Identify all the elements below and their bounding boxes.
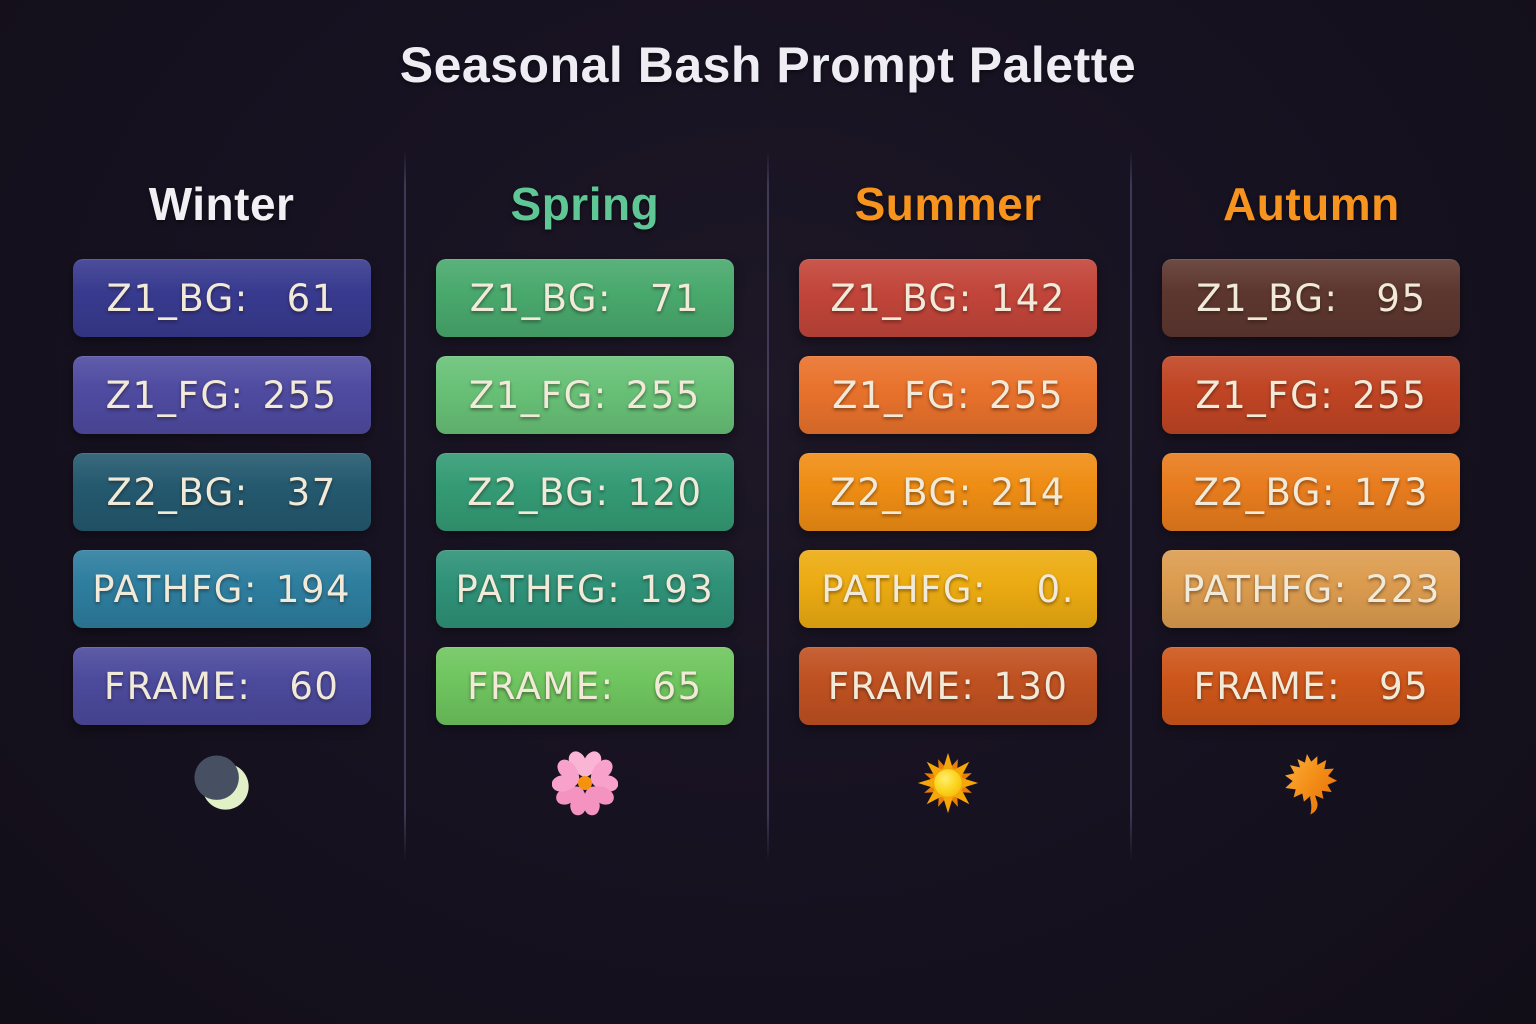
chip-list: Z1_BG: 142 Z1_FG: 255 Z2_BG: 214 PATHFG: 0. FRAM… bbox=[799, 259, 1098, 725]
chip-value: 65 bbox=[652, 664, 703, 708]
chip-autumn-pathfg: PATHFG: 223 bbox=[1162, 550, 1461, 628]
chip-spring-z1bg: Z1_BG: 71 bbox=[435, 259, 734, 337]
chip-label: FRAME: bbox=[103, 664, 252, 708]
chip-list: Z1_BG: 61 Z1_FG: 255 Z2_BG: 37 PATHFG: 194 FRAME… bbox=[72, 259, 371, 725]
season-column-summer: Summer Z1_BG: 142 Z1_FG: 255 Z2_BG: 214 PATHFG… bbox=[767, 150, 1130, 864]
cherry-blossom-icon bbox=[551, 749, 619, 817]
season-header-winter: Winter bbox=[148, 178, 295, 230]
chip-label: Z1_BG: bbox=[830, 276, 973, 320]
chip-value: 130 bbox=[993, 664, 1069, 708]
chip-value: 173 bbox=[1353, 470, 1430, 514]
page-title: Seasonal Bash Prompt Palette bbox=[399, 37, 1137, 93]
season-column-winter: Winter Z1_BG: 61 Z1_FG: 255 Z2_BG: 37 PATHFG: 1… bbox=[40, 150, 403, 864]
chip-autumn-z2bg: Z2_BG: 173 bbox=[1162, 453, 1461, 531]
chip-value: 255 bbox=[1352, 373, 1428, 417]
season-columns: Winter Z1_BG: 61 Z1_FG: 255 Z2_BG: 37 PATHFG: 1… bbox=[40, 150, 1493, 864]
chip-label: PATHFG: bbox=[821, 567, 987, 611]
chip-summer-z1bg: Z1_BG: 142 bbox=[799, 259, 1098, 337]
chip-summer-z1fg: Z1_FG: 255 bbox=[799, 356, 1098, 434]
chip-label: FRAME: bbox=[827, 664, 976, 708]
sun-icon bbox=[914, 749, 982, 817]
chip-spring-frame: FRAME: 65 bbox=[435, 647, 734, 725]
chip-summer-z2bg: Z2_BG: 214 bbox=[799, 453, 1098, 531]
chip-list: Z1_BG: 95 Z1_FG: 255 Z2_BG: 173 PATHFG: 223 FRAM… bbox=[1162, 259, 1461, 725]
chip-value: 255 bbox=[625, 373, 701, 417]
season-column-spring: Spring Z1_BG: 71 Z1_FG: 255 Z2_BG: 120 PATHFG:… bbox=[403, 150, 766, 864]
chip-label: Z1_FG: bbox=[105, 373, 245, 417]
chip-spring-z1fg: Z1_FG: 255 bbox=[435, 356, 734, 434]
season-column-autumn: Autumn Z1_BG: 95 Z1_FG: 255 Z2_BG: 173 PATHFG:… bbox=[1130, 150, 1493, 864]
chip-value: 223 bbox=[1365, 567, 1441, 611]
chip-summer-pathfg: PATHFG: 0. bbox=[799, 550, 1098, 628]
chip-value: 120 bbox=[627, 470, 703, 514]
chip-value: 194 bbox=[275, 567, 352, 611]
chip-label: FRAME: bbox=[1193, 664, 1342, 708]
chip-winter-z2bg: Z2_BG: 37 bbox=[72, 453, 371, 531]
chip-spring-z2bg: Z2_BG: 120 bbox=[435, 453, 734, 531]
chip-value: 255 bbox=[262, 373, 338, 417]
chip-value: 142 bbox=[990, 276, 1066, 320]
chip-label: Z1_FG: bbox=[1195, 373, 1335, 417]
chip-winter-frame: FRAME: 60 bbox=[72, 647, 371, 725]
chip-value: 95 bbox=[1376, 276, 1427, 320]
chip-label: Z1_BG: bbox=[469, 276, 612, 320]
chip-autumn-z1bg: Z1_BG: 95 bbox=[1162, 259, 1461, 337]
crescent-moon-icon bbox=[188, 749, 256, 817]
chip-value: 193 bbox=[639, 567, 715, 611]
chip-label: PATHFG: bbox=[455, 567, 622, 611]
chip-label: Z2_BG: bbox=[1193, 470, 1336, 514]
chip-autumn-frame: FRAME: 95 bbox=[1162, 647, 1461, 725]
chip-label: Z2_BG: bbox=[467, 470, 610, 514]
chip-value: 61 bbox=[286, 276, 337, 320]
chip-label: Z1_FG: bbox=[832, 373, 971, 417]
chip-label: FRAME: bbox=[467, 664, 615, 708]
chip-value: 37 bbox=[286, 470, 337, 514]
chip-winter-z1fg: Z1_FG: 255 bbox=[72, 356, 371, 434]
chip-label: Z1_BG: bbox=[106, 276, 249, 320]
chip-label: Z2_BG: bbox=[830, 470, 973, 514]
chip-label: Z1_FG: bbox=[468, 373, 608, 417]
chip-winter-pathfg: PATHFG: 194 bbox=[72, 550, 371, 628]
season-header-autumn: Autumn bbox=[1223, 178, 1400, 230]
column-divider bbox=[404, 150, 406, 862]
chip-winter-z1bg: Z1_BG: 61 bbox=[72, 259, 371, 337]
chip-value: 60 bbox=[289, 664, 340, 708]
column-divider bbox=[767, 150, 769, 862]
chip-value: 71 bbox=[649, 276, 700, 320]
chip-value: 255 bbox=[988, 373, 1065, 417]
chip-label: Z1_BG: bbox=[1196, 276, 1339, 320]
chip-label: PATHFG: bbox=[1181, 567, 1348, 611]
column-divider bbox=[1130, 150, 1132, 862]
chip-list: Z1_BG: 71 Z1_FG: 255 Z2_BG: 120 PATHFG: 193 FRAM… bbox=[435, 259, 734, 725]
chip-value: 95 bbox=[1379, 664, 1430, 708]
chip-summer-frame: FRAME: 130 bbox=[799, 647, 1098, 725]
season-header-spring: Spring bbox=[510, 178, 660, 230]
maple-leaf-icon bbox=[1277, 749, 1345, 817]
chip-value: 0. bbox=[1036, 567, 1075, 611]
chip-autumn-z1fg: Z1_FG: 255 bbox=[1162, 356, 1461, 434]
chip-value: 214 bbox=[990, 470, 1066, 514]
season-header-summer: Summer bbox=[854, 178, 1042, 230]
chip-label: Z2_BG: bbox=[106, 470, 249, 514]
chip-label: PATHFG: bbox=[92, 567, 258, 611]
chip-spring-pathfg: PATHFG: 193 bbox=[435, 550, 734, 628]
